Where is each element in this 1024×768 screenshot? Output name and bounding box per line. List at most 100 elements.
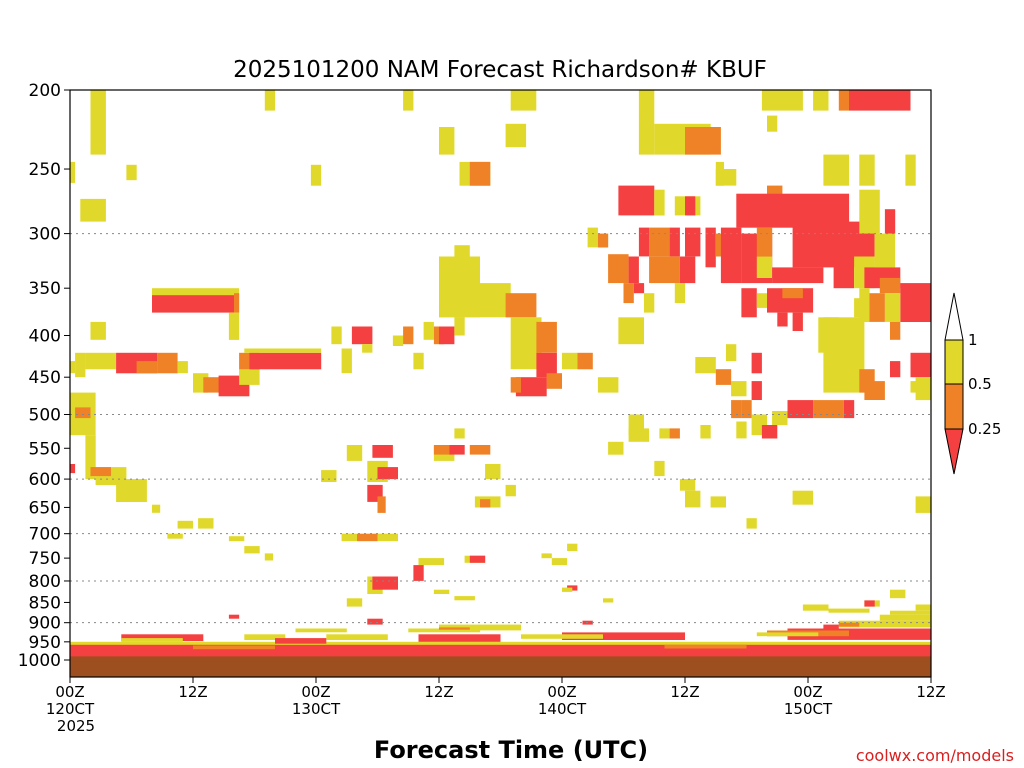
ri-cell-mid — [731, 400, 742, 419]
ri-cell-low — [751, 381, 762, 400]
ground-layer — [70, 656, 931, 677]
x-tick-label: 12Z — [424, 683, 453, 701]
ri-cell-mid — [608, 254, 629, 284]
ri-cell-high — [828, 608, 870, 613]
ri-cell-high — [674, 283, 686, 304]
ri-cell-low — [152, 293, 240, 313]
ri-cell-mid — [480, 499, 491, 508]
ri-cell-low — [633, 283, 645, 294]
ri-cell-low — [787, 628, 931, 640]
ri-cell-high — [854, 298, 865, 318]
ri-cell-high — [152, 504, 161, 513]
ri-cell-high — [439, 624, 521, 631]
credit-link[interactable]: coolwx.com/models — [856, 746, 1014, 765]
ri-cell-high — [75, 352, 86, 378]
ri-cell-low — [843, 400, 855, 419]
ri-cell-mid — [813, 400, 844, 419]
ri-cell-low — [890, 361, 901, 378]
ri-cell-high — [792, 490, 814, 505]
ri-cell-low — [628, 256, 639, 284]
ri-cell-high — [715, 169, 737, 186]
ri-cell-low — [884, 209, 896, 234]
ri-cell-low — [833, 256, 855, 289]
ri-cell-high — [433, 589, 450, 594]
ri-cell-high — [562, 587, 573, 592]
ri-cell-high — [321, 470, 337, 482]
ri-cell-mid — [510, 377, 521, 393]
ri-cell-high — [562, 352, 578, 370]
ri-cell-high — [70, 361, 76, 374]
ri-cell-high — [587, 227, 598, 248]
ri-cell-high — [152, 288, 240, 296]
legend-swatch-high — [944, 339, 964, 385]
ri-cell-high — [813, 90, 829, 111]
ri-cell-low — [823, 624, 839, 629]
ri-cell-mid — [664, 644, 747, 649]
ri-cell-high — [726, 344, 737, 362]
ri-cell-high — [700, 425, 711, 439]
legend-label: 1 — [968, 331, 978, 349]
ri-cell-mid — [377, 496, 386, 513]
ri-cell-high — [695, 357, 716, 374]
y-tick-label: 950 — [29, 633, 61, 653]
ri-cell-high — [746, 518, 757, 529]
ri-cell-low — [761, 425, 778, 439]
ri-cell-mid — [838, 622, 860, 627]
ri-cell-high — [239, 369, 260, 385]
ri-cell-low — [910, 352, 931, 378]
ri-cell-low — [679, 256, 696, 284]
ri-cell-high — [377, 533, 398, 542]
ri-cell-low — [751, 352, 762, 374]
ri-cell-low — [439, 326, 455, 345]
ri-cell-high — [638, 90, 655, 155]
y-tick-label: 650 — [29, 498, 61, 518]
ri-cell-high — [480, 283, 511, 318]
ri-cell-high — [423, 321, 434, 340]
ri-cell-high — [326, 634, 388, 640]
ri-cell-low — [638, 227, 650, 257]
ri-cell-high — [310, 164, 322, 186]
ri-cell-low — [469, 555, 486, 563]
x-tick-label: 140CT — [538, 700, 587, 718]
ri-cell-low — [367, 618, 383, 625]
ri-cell-mid — [577, 352, 593, 370]
ri-cell-high — [70, 161, 76, 183]
ri-cell-mid — [864, 381, 885, 400]
ri-cell-high — [659, 428, 670, 439]
ri-cell-high — [485, 464, 501, 480]
ri-cell-low — [900, 283, 932, 322]
ri-cell-low — [849, 90, 911, 111]
ri-cell-high — [198, 518, 214, 529]
plot-area — [70, 90, 932, 677]
ri-cell-high — [116, 479, 147, 502]
ri-cell-mid — [685, 127, 721, 155]
ri-cell-low — [685, 227, 701, 257]
y-tick-label: 300 — [29, 225, 61, 245]
ri-cell-high — [628, 428, 650, 442]
ri-cell-mid — [439, 627, 470, 630]
ri-cell-high — [454, 428, 465, 439]
ri-cell-high — [915, 604, 931, 611]
ri-cell-high — [454, 245, 470, 268]
x-axis-label: Forecast Time (UTC) — [374, 736, 648, 764]
ri-cell-high — [244, 546, 260, 554]
y-tick-label: 900 — [29, 614, 61, 634]
ri-cell-mid — [838, 90, 850, 111]
ri-cell-low — [705, 227, 716, 268]
ri-cell-high — [603, 598, 614, 603]
x-tick-label: 00Z — [301, 683, 330, 701]
plot-frame — [69, 89, 932, 678]
ri-cell-low — [669, 227, 680, 257]
ri-cell-high — [264, 553, 273, 561]
ri-cell-high — [408, 628, 481, 633]
ri-cell-low — [741, 288, 757, 318]
ri-cell-high — [264, 90, 276, 111]
ri-cell-high — [505, 123, 527, 148]
ri-cell-high — [228, 536, 245, 542]
y-tick-label: 550 — [29, 439, 61, 459]
ri-cell-mid — [756, 227, 773, 257]
y-tick-label: 1000 — [18, 651, 61, 671]
legend-label: 0.5 — [968, 375, 992, 393]
ri-cell-mid — [75, 407, 91, 419]
